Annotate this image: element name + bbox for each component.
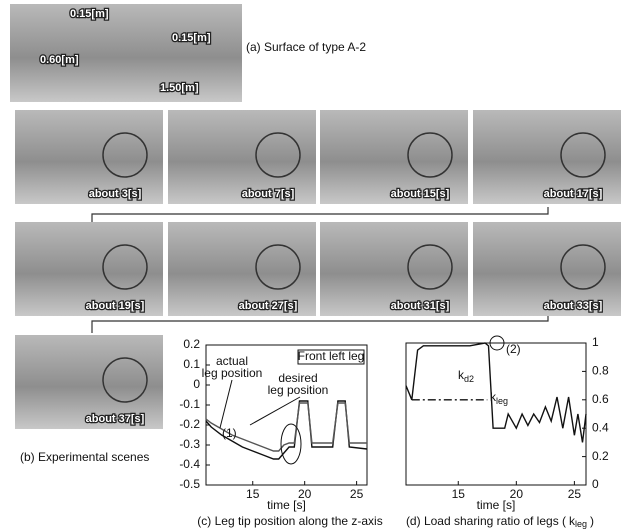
y-tick-label: 0.2 [183,337,200,351]
y-tick-label: 0 [592,477,599,491]
caption-symbol: k [569,514,576,528]
robot-outline [255,244,301,290]
robot-outline [407,132,453,178]
dimension-label: 0.15[m] [172,32,211,44]
robot-outline [102,357,148,403]
scene-photo [320,110,468,204]
annotation-pointer [249,396,301,426]
data-line [205,402,367,452]
y-tick-label: 0.1 [183,357,200,371]
x-tick-label: 20 [510,487,524,501]
legend-title: Front left leg [298,349,365,363]
subscript: d2 [464,374,474,384]
x-axis-label: time [s] [267,498,306,512]
symbol: k [458,368,465,382]
y-tick-label: 0.4 [592,420,609,434]
annotation: desired [278,371,317,385]
caption-sub: leg [575,519,587,529]
highlight [489,335,505,351]
symbol: k [490,390,497,404]
x-tick-label: 25 [568,487,582,501]
x-axis-label: time [s] [477,498,516,512]
y-tick-label: -0.4 [179,457,200,471]
dimension-label: 0.60[m] [40,54,79,66]
y-tick-label: -0.1 [179,397,200,411]
y-tick-label: 0.8 [592,364,609,378]
subscript: leg [496,396,508,406]
scene-label: about 31[s] [391,300,450,312]
robot-outline [102,244,148,290]
caption: (c) Leg tip position along the z-axis [197,514,382,528]
caption-end: ) [590,514,594,528]
dimension-label: 1.50[m] [160,82,199,94]
legend-box [297,349,365,365]
robot-outline [560,132,606,178]
scene-photo [15,222,163,316]
x-tick-label: 15 [246,487,260,501]
y-tick-label: 0 [193,377,200,391]
scene-label: about 3[s] [89,188,142,200]
annotation: (1) [222,426,237,440]
scene-photo [15,335,163,429]
scene-label: about 37[s] [86,413,145,425]
scene-label: about 27[s] [239,300,298,312]
arrow [91,207,549,222]
caption: (d) Load sharing ratio of legs (kleg) [406,514,594,529]
caption-a: (a) Surface of type A-2 [246,40,366,54]
plot-frame [205,344,368,486]
y-tick-label: -0.2 [179,417,200,431]
scene-photo [320,222,468,316]
scene-label: about 19[s] [86,300,145,312]
photo-surface [10,4,242,102]
y-tick-label: 0.2 [592,449,609,463]
scene-photo [15,110,163,204]
annotation: leg position [202,366,263,380]
annotation: actual [216,354,248,368]
robot-outline [407,244,453,290]
robot-outline [255,132,301,178]
scene-photo [473,110,621,204]
y-tick-label: -0.5 [179,477,200,491]
y-tick-label: 1 [592,335,599,349]
annotation: (2) [506,342,521,356]
plot-frame [405,342,587,486]
annotation: leg position [268,383,329,397]
x-tick-label: 25 [350,487,364,501]
scene-photo [168,222,316,316]
x-tick-label: 20 [298,487,312,501]
arrow [91,314,549,333]
y-tick-label: 0.6 [592,392,609,406]
x-tick-label: 15 [452,487,466,501]
dimension-label: 0.15[m] [70,8,109,20]
annotation-pointer [219,379,233,429]
highlight [280,423,302,465]
annotation: kd2 [458,368,474,384]
scene-photo [473,222,621,316]
scene-label: about 7[s] [242,188,295,200]
caption-text: (d) Load sharing ratio of legs ( [406,514,566,528]
robot-outline [102,132,148,178]
annotation: kleg [490,390,508,406]
scene-label: about 15[s] [391,188,450,200]
y-tick-label: -0.3 [179,437,200,451]
scene-photo [168,110,316,204]
caption-b: (b) Experimental scenes [20,450,149,464]
scene-label: about 17[s] [544,188,603,200]
robot-outline [560,244,606,290]
scene-label: about 33[s] [544,300,603,312]
data-line [405,342,587,443]
